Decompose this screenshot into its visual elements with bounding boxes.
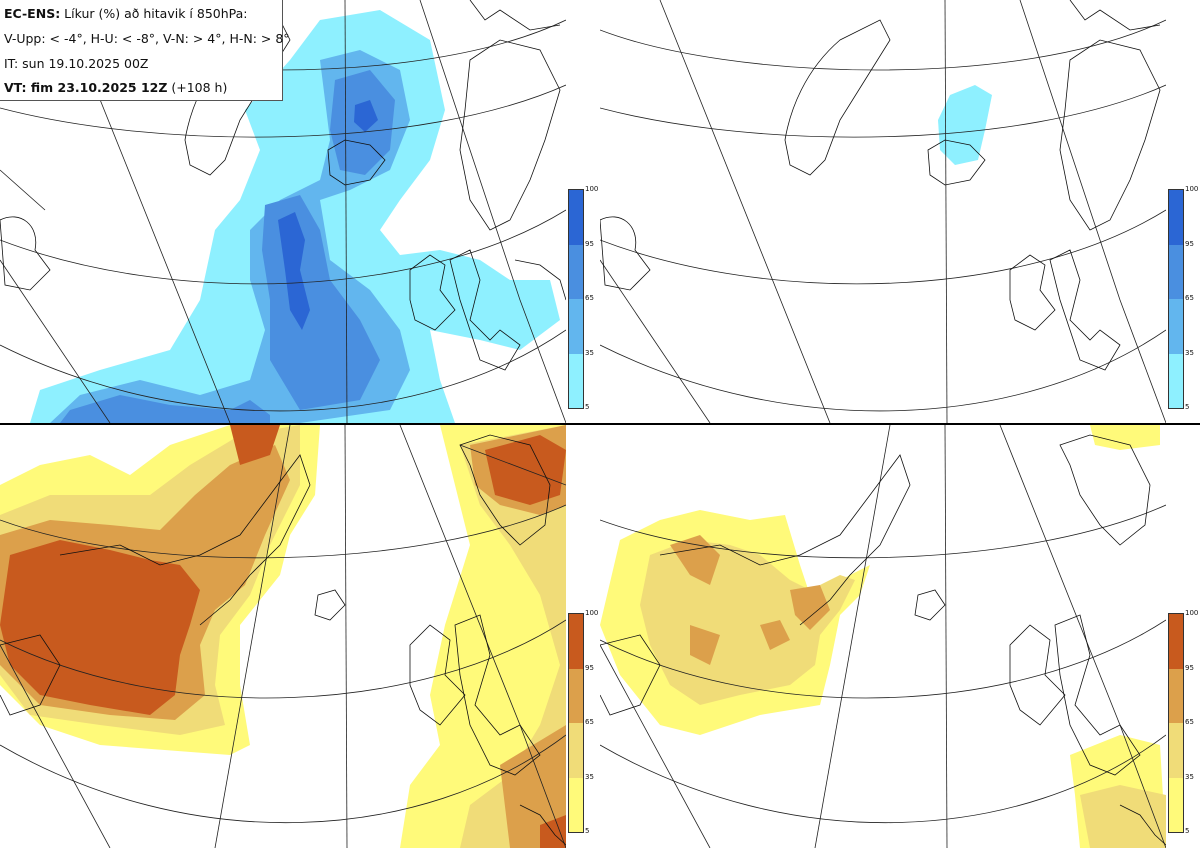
threshold-legend: V-Upp: < -4°, H-U: < -8°, V-N: > 4°, H-N…: [4, 31, 290, 46]
colorbar-segment: [1169, 190, 1183, 245]
map-grid: [600, 0, 1166, 423]
colorbar-tick-label: 5: [1185, 403, 1190, 411]
colorbar-tick-label: 65: [1185, 718, 1194, 726]
colorbar-tick-label: 100: [1185, 609, 1199, 617]
colorbar-tick-label: 35: [585, 772, 594, 781]
prob-area-65: [670, 535, 830, 665]
map-panel-h-u: [600, 0, 1166, 423]
prob-area-5: [938, 85, 992, 165]
colorbar-tick-label: 65: [585, 294, 594, 302]
colorbar-segment: [1169, 353, 1183, 408]
coastlines: [0, 434, 566, 846]
map-panel-v-n: [0, 425, 566, 848]
colorbar-tick-label: 95: [585, 239, 594, 248]
colorbar-blue-top-right: [1168, 189, 1184, 409]
colorbar-tick-label: 5: [585, 827, 590, 835]
colorbar-segment: [569, 668, 583, 723]
map-h-u: [600, 0, 1166, 423]
colorbar-segment: [1169, 614, 1183, 669]
map-panel-h-n: [600, 425, 1166, 848]
lead-time: (+108 h): [167, 80, 228, 95]
colorbar-segment: [1169, 244, 1183, 299]
colorbar-tick-label: 100: [585, 609, 599, 617]
prob-area-5: [600, 425, 1166, 848]
initial-time: IT: sun 19.10.2025 00Z: [4, 56, 149, 71]
colorbar-tick-label: 95: [1185, 663, 1194, 672]
prob-area-95: [0, 425, 566, 848]
prob-area-65: [60, 70, 395, 423]
colorbar-tick-label: 95: [1185, 239, 1194, 248]
colorbar-tick-label: 65: [585, 718, 594, 726]
panel-divider: [0, 423, 1200, 425]
colorbar-tick-label: 35: [585, 348, 594, 357]
colorbar-warm-bottom-right: [1168, 613, 1184, 833]
colorbar-warm-bottom-left: [568, 613, 584, 833]
colorbar-segment: [1169, 723, 1183, 778]
coastlines: [600, 434, 1166, 846]
coastlines: [600, 0, 1161, 371]
model-label: EC-ENS:: [4, 6, 61, 21]
colorbar-tick-label: 5: [585, 403, 590, 411]
colorbar-segment: [569, 190, 583, 245]
colorbar-tick-label: 35: [1185, 348, 1194, 357]
colorbar-tick-label: 35: [1185, 772, 1194, 781]
colorbar-segment: [569, 299, 583, 354]
colorbar-segment: [1169, 668, 1183, 723]
colorbar-tick-label: 100: [585, 185, 599, 193]
colorbar-segment: [1169, 299, 1183, 354]
prob-area-95: [278, 100, 378, 330]
product-description: Líkur (%) að hitavik í 850hPa:: [60, 6, 248, 21]
valid-time: VT: fim 23.10.2025 12Z: [4, 80, 168, 95]
colorbar-tick-label: 5: [1185, 827, 1190, 835]
prob-area-65: [0, 425, 566, 848]
colorbar-segment: [569, 723, 583, 778]
colorbar-segment: [569, 777, 583, 832]
colorbar-segment: [569, 614, 583, 669]
colorbar-segment: [1169, 777, 1183, 832]
map-v-n: [0, 425, 566, 848]
colorbar-segment: [569, 244, 583, 299]
colorbar-blue-top-left: [568, 189, 584, 409]
colorbar-tick-label: 100: [1185, 185, 1199, 193]
prob-area-35: [640, 540, 1166, 848]
map-grid: [0, 425, 566, 848]
map-panel-v-upp: EC-ENS: Líkur (%) að hitavik í 850hPa: V…: [0, 0, 566, 423]
map-h-n: [600, 425, 1166, 848]
colorbar-tick-label: 65: [1185, 294, 1194, 302]
colorbar-segment: [569, 353, 583, 408]
colorbar-tick-label: 95: [585, 663, 594, 672]
forecast-info-box: EC-ENS: Líkur (%) að hitavik í 850hPa: V…: [0, 0, 290, 101]
